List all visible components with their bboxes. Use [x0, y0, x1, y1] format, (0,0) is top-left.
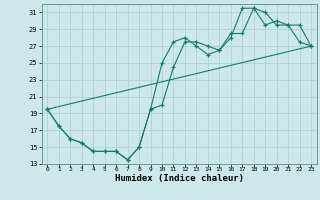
X-axis label: Humidex (Indice chaleur): Humidex (Indice chaleur)	[115, 174, 244, 183]
